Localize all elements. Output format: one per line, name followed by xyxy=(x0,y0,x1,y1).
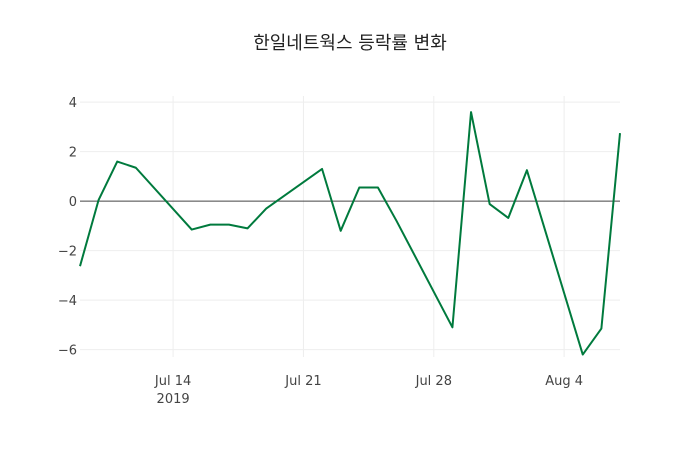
x-tick-label: Jul 21 xyxy=(284,374,321,389)
gridlines xyxy=(80,96,620,357)
y-tick-label: 0 xyxy=(69,195,77,210)
y-tick-label: 4 xyxy=(69,96,77,111)
axes: 4 2 0 −2 −4 −6 Jul 14 Jul 21 Jul 28 Aug 4 2019 xyxy=(58,96,620,407)
y-tick-label: −4 xyxy=(58,294,77,309)
x-tick-year-label: 2019 xyxy=(157,392,190,407)
chart-title: 한일네트웍스 등락률 변화 xyxy=(253,33,447,54)
y-tick-label: −6 xyxy=(58,344,77,359)
x-tick-label: Jul 14 xyxy=(154,374,191,389)
y-tick-label: −2 xyxy=(58,245,77,260)
series-layer xyxy=(79,111,621,356)
x-tick-label: Jul 28 xyxy=(415,374,452,389)
y-tick-label: 2 xyxy=(69,146,77,161)
x-tick-label: Aug 4 xyxy=(545,374,583,389)
series-line xyxy=(79,111,621,356)
